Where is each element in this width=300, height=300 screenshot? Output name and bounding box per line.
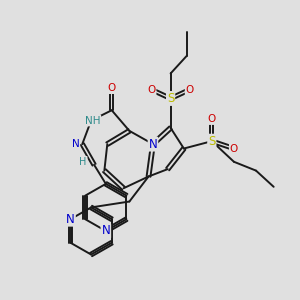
Text: O: O bbox=[186, 85, 194, 94]
Text: S: S bbox=[208, 135, 215, 148]
Text: S: S bbox=[167, 92, 174, 105]
Text: O: O bbox=[208, 114, 216, 124]
Text: O: O bbox=[108, 83, 116, 93]
Text: O: O bbox=[147, 85, 156, 94]
Text: NH: NH bbox=[85, 116, 100, 126]
Text: N: N bbox=[66, 213, 75, 226]
Text: H: H bbox=[79, 157, 87, 167]
Text: O: O bbox=[230, 143, 238, 154]
Text: N: N bbox=[148, 138, 157, 151]
Text: N: N bbox=[101, 224, 110, 238]
Text: N: N bbox=[72, 139, 79, 149]
